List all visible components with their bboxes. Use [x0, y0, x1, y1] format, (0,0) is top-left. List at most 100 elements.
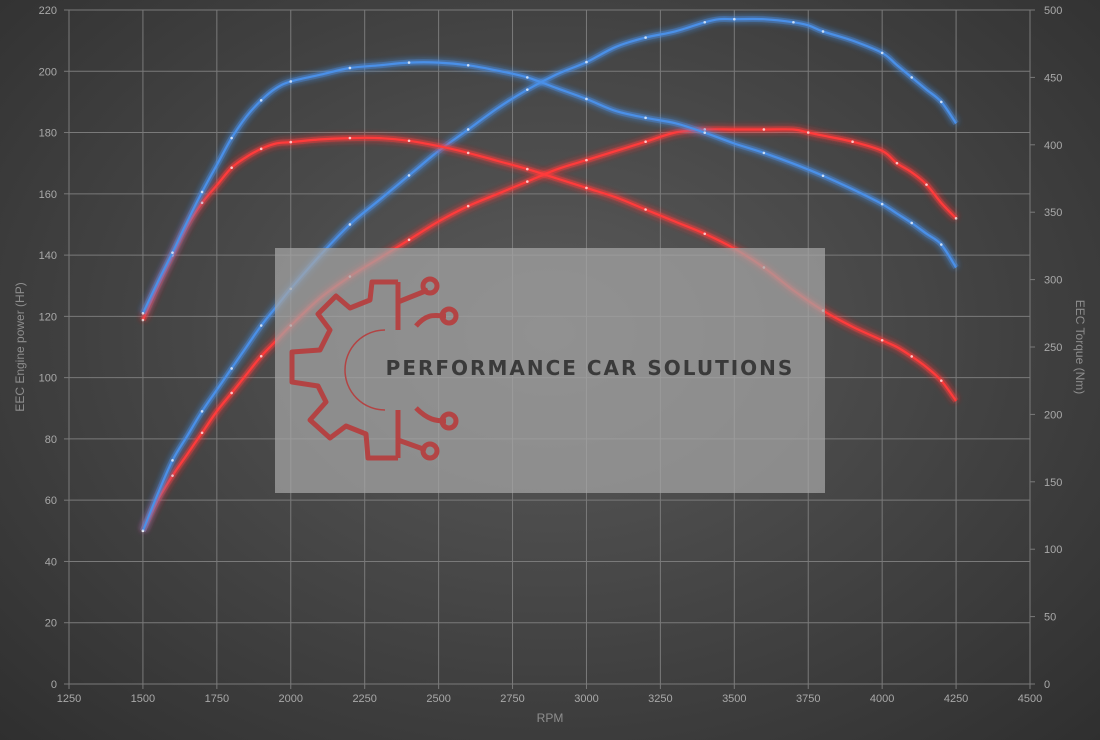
- right-tick-label: 250: [1044, 342, 1062, 354]
- x-axis-title: RPM: [537, 711, 564, 725]
- series-point: [407, 238, 411, 242]
- left-tick-label: 40: [45, 556, 57, 568]
- series-point: [939, 379, 943, 383]
- series-point: [821, 30, 825, 33]
- right-tick-label: 500: [1044, 5, 1062, 17]
- left-tick-label: 160: [39, 189, 57, 201]
- right-tick-label: 0: [1044, 679, 1050, 691]
- series-line: [141, 61, 958, 314]
- series-point: [200, 190, 204, 194]
- series-point: [230, 166, 233, 170]
- series-2: [140, 134, 959, 403]
- series-point: [348, 223, 352, 226]
- series-point: [585, 186, 588, 190]
- series-point: [141, 529, 145, 533]
- series-point: [939, 100, 943, 104]
- x-tick-label: 4000: [870, 693, 894, 705]
- x-tick-label: 4250: [944, 693, 968, 705]
- chart-series: [140, 15, 959, 533]
- left-tick-label: 200: [39, 66, 57, 78]
- series-point: [348, 136, 352, 140]
- right-tick-label: 100: [1044, 544, 1062, 556]
- series-point: [585, 60, 588, 64]
- left-tick-label: 120: [39, 311, 57, 323]
- x-tick-label: 3250: [648, 693, 672, 705]
- x-tick-label: 2750: [500, 693, 524, 705]
- series-point: [585, 158, 588, 162]
- series-point: [466, 204, 470, 208]
- series-point: [200, 410, 204, 413]
- series-point: [851, 140, 854, 144]
- series-point: [526, 167, 529, 171]
- series-point: [703, 131, 707, 134]
- x-tick-label: 2250: [352, 693, 376, 705]
- left-axis-ticks: 0 20 40 60 80 100 120 140 160 180 200 220: [39, 5, 57, 691]
- series-point: [644, 116, 647, 120]
- right-tick-label: 150: [1044, 477, 1062, 489]
- series-point: [703, 20, 707, 24]
- series-point: [259, 99, 263, 102]
- series-point: [821, 174, 825, 178]
- series-point: [585, 97, 588, 101]
- series-point: [762, 151, 766, 155]
- series-point: [526, 88, 529, 91]
- series-point: [526, 180, 529, 183]
- series-point: [466, 63, 470, 67]
- series-line: [141, 136, 957, 402]
- series-point: [703, 232, 707, 236]
- series-point: [910, 221, 914, 225]
- series-point: [141, 312, 145, 315]
- series-point: [259, 147, 263, 151]
- watermark: PERFORMANCE CAR SOLUTIONS: [275, 248, 825, 493]
- left-tick-label: 80: [45, 434, 57, 446]
- series-point: [880, 202, 884, 206]
- series-point: [880, 338, 884, 342]
- left-tick-label: 140: [39, 250, 57, 262]
- series-point: [230, 367, 233, 370]
- left-tick-label: 220: [39, 5, 57, 17]
- left-tick-label: 60: [45, 495, 57, 507]
- series-point: [230, 391, 233, 395]
- series-point: [910, 76, 914, 79]
- x-tick-label: 2500: [426, 693, 450, 705]
- left-tick-label: 20: [45, 618, 57, 630]
- gear-circuit-icon: [289, 276, 459, 461]
- right-tick-label: 200: [1044, 409, 1062, 421]
- series-point: [259, 354, 263, 358]
- series-point: [407, 139, 411, 143]
- right-axis-ticks: 0 50 100 150 200 250 300 350 400 450 500: [1044, 5, 1062, 691]
- series-point: [171, 251, 174, 254]
- series-point: [230, 136, 233, 140]
- left-tick-label: 100: [39, 373, 57, 385]
- series-point: [526, 76, 529, 79]
- series-point: [171, 459, 174, 462]
- x-axis-ticks: 1250 1500 1750 2000 2250 2500 2750 3000 3250 3500…: [57, 693, 1042, 705]
- series-point: [910, 355, 914, 358]
- x-tick-label: 1250: [57, 693, 81, 705]
- x-tick-label: 3750: [796, 693, 820, 705]
- right-tick-label: 50: [1044, 612, 1056, 624]
- series-point: [259, 324, 263, 327]
- series-point: [289, 80, 293, 83]
- right-tick-label: 300: [1044, 275, 1062, 287]
- series-3: [140, 59, 959, 315]
- series-point: [171, 474, 174, 477]
- series-point: [954, 217, 958, 220]
- right-axis-title: EEC Torque (Nm): [1073, 300, 1087, 394]
- series-point: [880, 51, 884, 55]
- series-point: [644, 36, 647, 39]
- x-tick-label: 3000: [574, 693, 598, 705]
- x-tick-label: 1500: [131, 693, 155, 705]
- right-tick-label: 400: [1044, 140, 1062, 152]
- series-point: [895, 161, 899, 165]
- series-point: [466, 151, 470, 155]
- series-point: [348, 66, 352, 70]
- series-point: [644, 208, 647, 211]
- left-tick-label: 180: [39, 128, 57, 140]
- series-point: [141, 318, 145, 322]
- series-point: [200, 201, 204, 205]
- series-point: [289, 140, 293, 144]
- series-point: [939, 243, 943, 246]
